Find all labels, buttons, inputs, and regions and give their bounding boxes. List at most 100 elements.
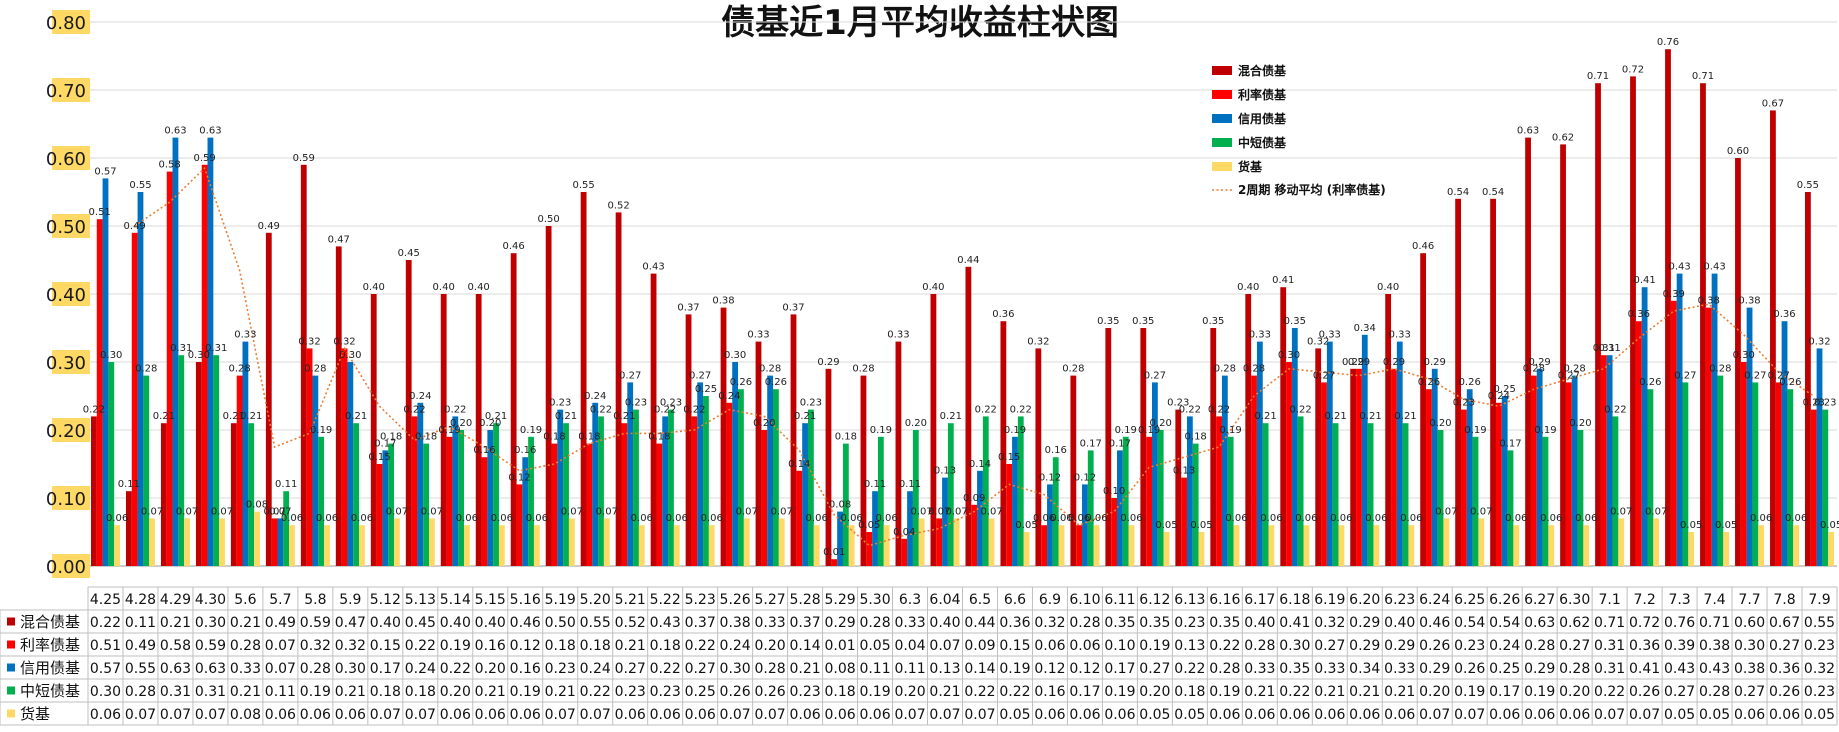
data-label: 0.40	[468, 282, 490, 293]
data-label: 0.19	[1138, 425, 1160, 436]
table-cell: 0.33	[1244, 661, 1275, 677]
data-label: 0.47	[328, 234, 350, 245]
bar	[942, 477, 948, 566]
data-label: 0.07	[980, 506, 1002, 517]
table-cell: 0.55	[580, 615, 611, 631]
data-label: 0.19	[1115, 425, 1137, 436]
x-tick-label: 5.26	[720, 592, 751, 608]
data-label: 0.06	[666, 513, 688, 524]
x-tick-label: 6.18	[1279, 592, 1310, 608]
x-tick-label: 5.12	[370, 592, 401, 608]
bar	[703, 396, 709, 566]
data-label: 0.22	[83, 404, 105, 415]
bar	[271, 518, 278, 566]
table-cell: 0.30	[1734, 638, 1765, 654]
table-cell: 0.17	[1069, 684, 1100, 700]
table-cell: 0.14	[964, 661, 995, 677]
bar	[1478, 518, 1485, 566]
data-label: 0.06	[1225, 513, 1247, 524]
data-label: 0.71	[1587, 71, 1609, 82]
table-cell: 0.32	[300, 638, 331, 654]
table-cell: 0.07	[1454, 707, 1485, 723]
table-cell: 0.21	[545, 684, 576, 700]
data-label: 0.54	[1447, 187, 1469, 198]
table-cell: 0.23	[650, 684, 681, 700]
data-label: 0.17	[374, 438, 396, 449]
bar	[1770, 110, 1776, 567]
data-label: 0.06	[1068, 513, 1090, 524]
bar	[1816, 348, 1823, 566]
bar	[1735, 158, 1741, 566]
bar	[1647, 389, 1654, 566]
data-label: 0.07	[561, 506, 583, 517]
bar	[1565, 382, 1572, 566]
table-cell: 0.23	[1804, 638, 1835, 654]
data-label: 0.63	[1517, 126, 1539, 137]
bar	[633, 409, 639, 566]
data-label: 0.27	[1768, 370, 1790, 381]
table-cell: 0.27	[685, 661, 716, 677]
data-label: 0.26	[1418, 377, 1440, 388]
data-label: 0.07	[421, 506, 443, 517]
table-cell: 0.11	[894, 661, 925, 677]
data-label: 0.46	[503, 241, 525, 252]
data-label: 0.05	[1680, 520, 1702, 531]
data-label: 0.51	[89, 207, 111, 218]
table-cell: 0.19	[1139, 638, 1170, 654]
table-cell: 0.71	[1594, 615, 1625, 631]
data-label: 0.24	[409, 391, 431, 402]
table-cell: 0.18	[580, 638, 611, 654]
table-cell: 0.22	[650, 661, 681, 677]
data-label: 0.62	[1552, 132, 1574, 143]
table-cell: 0.40	[475, 615, 506, 631]
bar	[1268, 525, 1275, 566]
bar	[708, 525, 715, 566]
data-label: 0.11	[275, 479, 297, 490]
table-cell: 0.35	[1139, 615, 1170, 631]
data-label: 0.30	[188, 350, 210, 361]
data-label: 0.07	[945, 506, 967, 517]
table-cell: 0.18	[1174, 684, 1205, 700]
data-label: 0.21	[1254, 411, 1276, 422]
data-label: 0.17	[1109, 438, 1131, 449]
table-cell: 0.24	[580, 661, 611, 677]
table-cell: 0.08	[230, 707, 261, 723]
bar	[458, 430, 464, 566]
table-cell: 0.21	[160, 615, 191, 631]
table-cell: 0.58	[160, 638, 191, 654]
row-series-name: 货基	[20, 705, 50, 723]
table-cell: 0.05	[1699, 707, 1730, 723]
bar	[1361, 334, 1368, 566]
data-label: 0.07	[736, 506, 758, 517]
bar	[207, 137, 214, 566]
bar	[627, 382, 634, 566]
bar	[201, 164, 208, 567]
data-label: 0.32	[1027, 336, 1049, 347]
data-label: 0.29	[817, 357, 839, 368]
data-label: 0.45	[398, 248, 420, 259]
x-tick-label: 6.12	[1139, 592, 1170, 608]
table-cell: 0.22	[1174, 661, 1205, 677]
data-label: 0.58	[159, 160, 181, 171]
data-label: 0.30	[100, 350, 122, 361]
x-tick-label: 6.20	[1349, 592, 1380, 608]
data-label: 0.27	[689, 370, 711, 381]
bar	[1391, 368, 1397, 566]
table-cell: 0.06	[824, 707, 855, 723]
bar	[108, 362, 115, 566]
table-cell: 0.46	[510, 615, 541, 631]
x-tick-label: 5.27	[755, 592, 786, 608]
table-cell: 0.12	[1034, 661, 1065, 677]
bar	[977, 470, 983, 566]
bar	[1635, 321, 1642, 566]
bar	[376, 464, 383, 566]
bar	[1507, 450, 1514, 566]
bar	[1245, 294, 1252, 566]
x-tick-label: 5.28	[790, 592, 821, 608]
table-cell: 0.22	[440, 661, 471, 677]
data-label: 0.23	[1814, 398, 1836, 409]
data-table: 4.25 4.28 4.29 4.30 5.6 5.7 5.8 5.9 5.12 5.13 5.14…	[0, 586, 1838, 726]
row-series-name: 混合债基	[20, 613, 80, 631]
table-cell: 0.21	[615, 638, 646, 654]
data-label: 0.33	[1389, 330, 1411, 341]
